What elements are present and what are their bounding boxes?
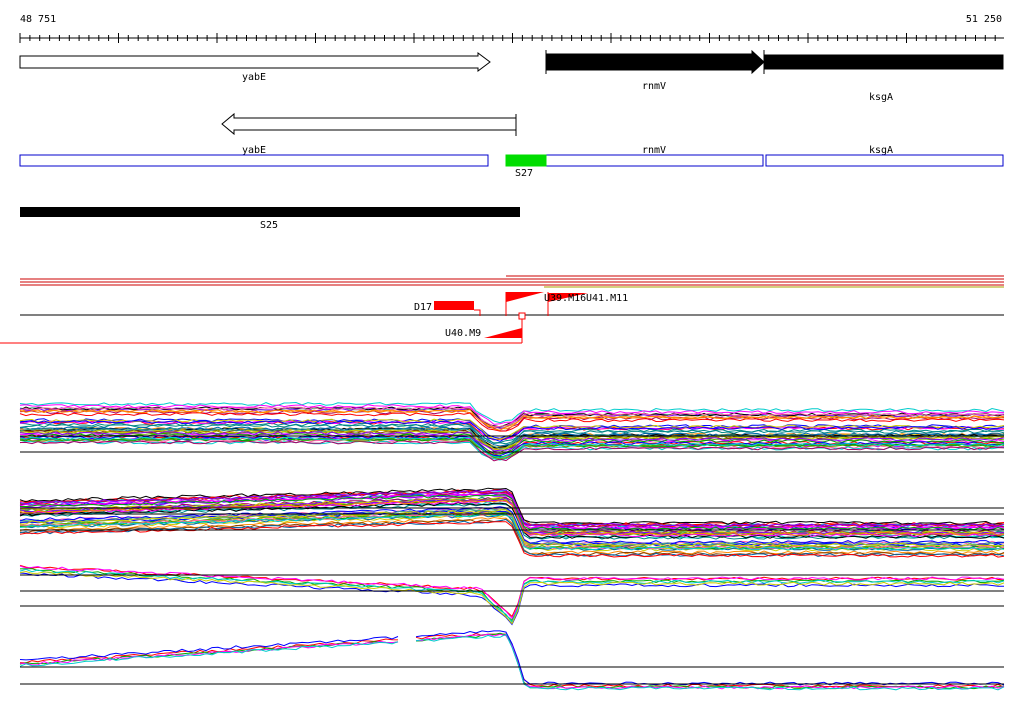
expression-line [19, 423, 1005, 445]
expression-line [19, 420, 1005, 441]
expression-line [415, 632, 1005, 690]
expression-line [19, 565, 1005, 620]
feature-link-D17 [474, 309, 481, 316]
segment-bar-S25[interactable] [20, 207, 520, 217]
feature-node[interactable] [518, 312, 526, 320]
feature-box-D17[interactable] [434, 301, 474, 310]
expression-line [19, 572, 1004, 626]
gene-box-yabE[interactable] [19, 154, 489, 167]
expression-line [19, 506, 1004, 544]
expression-line [415, 633, 1005, 691]
feature-wedge-U41[interactable] [548, 293, 588, 302]
expression-line [19, 568, 1005, 622]
feature-wedge-U40[interactable] [484, 328, 522, 338]
expression-line [19, 487, 1005, 525]
box-label-rnmV: rnmV [642, 145, 666, 156]
feature-label-D17: D17 [414, 302, 432, 313]
expression-line [19, 496, 1005, 534]
expression-line [19, 431, 1005, 452]
expression-line [19, 636, 399, 661]
gene-arrow-rnmV[interactable] [545, 49, 765, 75]
expression-line [19, 429, 1005, 451]
expression-line [19, 440, 1005, 462]
gene-box-ksgA[interactable] [765, 154, 1004, 167]
segment-label-S27: S27 [515, 168, 533, 179]
expression-line [19, 641, 399, 667]
expression-tracks [19, 401, 1005, 691]
segment-box-S27[interactable] [505, 154, 547, 167]
feature-label-U40: U40.M9 [445, 328, 481, 339]
ruler: 48 751 51 250 [19, 14, 1004, 43]
expression-line [19, 418, 1005, 440]
expression-line [19, 499, 1005, 536]
expression-line [19, 513, 1005, 551]
expression-line [19, 568, 1005, 624]
expression-line [19, 406, 1005, 428]
expression-line [19, 640, 399, 666]
gene-arrow-ksgA[interactable] [763, 54, 1004, 70]
feature-label-U39: U39.M16 [544, 293, 586, 304]
gene-track: yabE rnmV ksgA [19, 49, 1004, 136]
expression-line [19, 489, 1005, 528]
expression-line [19, 490, 1005, 528]
feature-label-U41: U41.M11 [586, 293, 628, 304]
expression-line [19, 404, 1005, 425]
gene-arrow-reverse[interactable] [221, 112, 517, 136]
ruler-ticks [19, 33, 996, 43]
feature-track: D17 U40.M9 U39.M16 U41.M11 [0, 275, 1004, 344]
expression-line [415, 633, 1005, 690]
expression-line [415, 630, 1005, 686]
segment-track: S25 [20, 207, 520, 231]
expression-line [415, 632, 1005, 688]
ruler-start-label: 48 751 [20, 14, 56, 25]
expression-line [19, 401, 1005, 424]
expression-line [19, 412, 1005, 432]
feature-wedge-U39[interactable] [506, 292, 544, 302]
box-label-ksgA: ksgA [869, 145, 893, 156]
gene-box-rnmV[interactable] [545, 154, 764, 167]
segment-label-S25: S25 [260, 220, 278, 231]
gene-label-ksgA: ksgA [869, 92, 893, 103]
gene-arrow-yabE[interactable] [19, 52, 491, 72]
box-label-yabE: yabE [242, 145, 266, 156]
expression-line [19, 433, 1005, 455]
ruler-end-label: 51 250 [966, 14, 1002, 25]
gene-box-track: yabE rnmV ksgA S27 [19, 145, 1004, 179]
expression-line [19, 409, 1005, 431]
expression-line [19, 570, 1005, 625]
expression-line [20, 494, 1005, 531]
expression-line [19, 638, 399, 664]
gene-label-yabE: yabE [242, 72, 266, 83]
gene-label-rnmV: rnmV [642, 81, 666, 92]
